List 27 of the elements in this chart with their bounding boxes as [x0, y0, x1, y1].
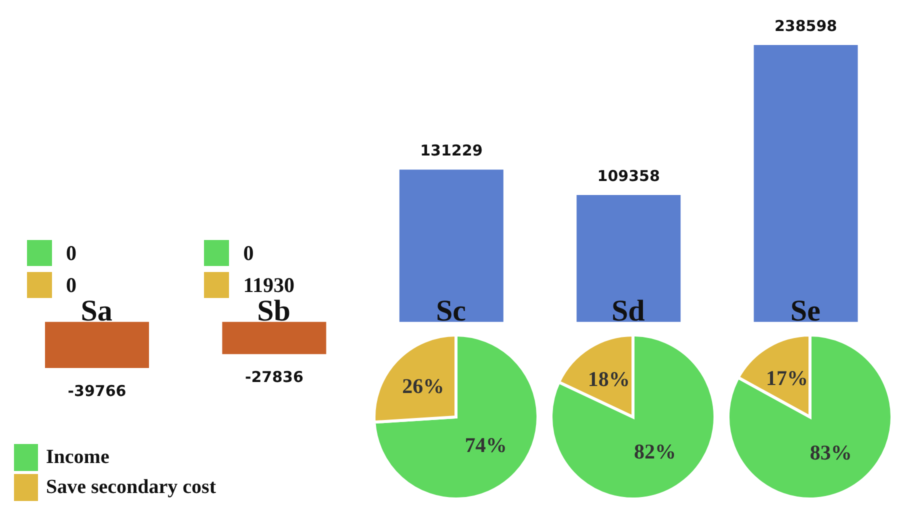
x-tick-label: Sc: [436, 294, 466, 328]
data-label: 0: [66, 240, 76, 266]
x-tick-label: Sb: [257, 294, 290, 328]
bar: [222, 322, 326, 354]
x-tick-label: Sd: [612, 294, 646, 328]
bar: [45, 322, 149, 368]
data-label: 26%: [402, 374, 444, 398]
data-label: 109358: [597, 166, 660, 185]
data-label: 0: [66, 272, 76, 298]
x-tick-label: Se: [790, 294, 820, 328]
data-label: 238598: [774, 17, 838, 35]
data-label: 18%: [588, 366, 630, 391]
data-label: 131229: [420, 142, 483, 160]
legend-label: Save secondary cost: [46, 476, 216, 498]
data-label: 11930: [243, 272, 295, 298]
data-label: 82%: [634, 440, 676, 464]
data-label: 83%: [810, 440, 852, 464]
bar: [754, 45, 858, 322]
x-tick-label: Sa: [80, 294, 112, 328]
data-label: -27836: [244, 368, 304, 386]
data-label: 17%: [766, 366, 808, 390]
data-label: -39766: [68, 382, 126, 400]
bar: [399, 170, 504, 322]
legend-label: Income: [46, 446, 110, 468]
data-label: 74%: [464, 433, 507, 458]
bar: [576, 194, 681, 322]
data-label: 0: [243, 240, 254, 266]
